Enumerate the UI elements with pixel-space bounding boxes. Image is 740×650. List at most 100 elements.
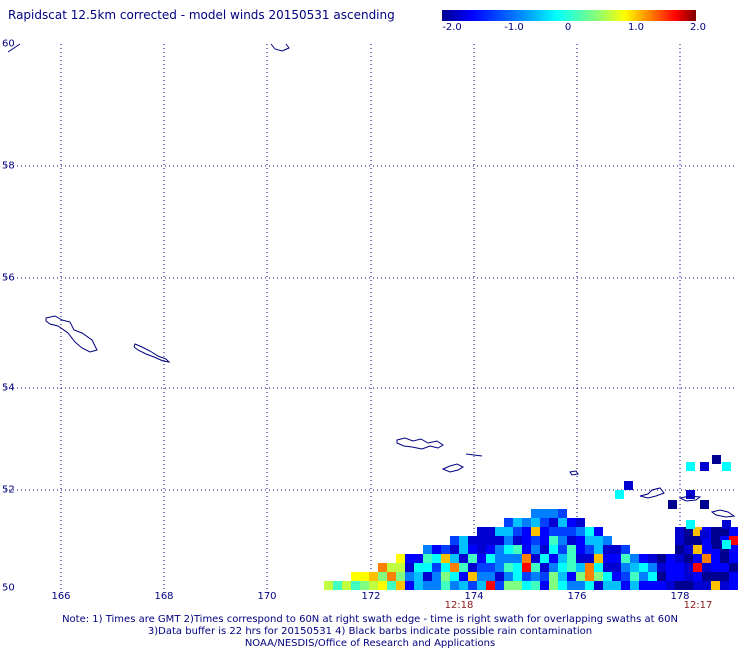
swath-cell (387, 563, 396, 572)
swath-cell (414, 572, 423, 581)
swath-cell (558, 572, 567, 581)
swath-cell (720, 554, 729, 563)
swath-cell (513, 518, 522, 527)
swath-cell (567, 536, 576, 545)
footer-note-line2: 3)Data buffer is 22 hrs for 20150531 4) … (147, 626, 593, 637)
swath-cell (639, 572, 648, 581)
swath-cell (351, 572, 360, 581)
swath-cell (567, 527, 576, 536)
swath-cell (720, 527, 729, 536)
swath-cell (459, 563, 468, 572)
lat-tick: 54 (2, 382, 15, 394)
colorbar-label: -1.0 (504, 22, 524, 33)
swath-cell (549, 518, 558, 527)
swath-cell (504, 518, 513, 527)
colorbar-label-zero: 0 (564, 22, 572, 33)
swath-cell (378, 572, 387, 581)
swath-cell (603, 545, 612, 554)
swath-cell (639, 563, 648, 572)
swath-cell (486, 572, 495, 581)
swath-cell (648, 563, 657, 572)
swath-cell (720, 581, 729, 590)
swath-cell (504, 545, 513, 554)
swath-cell (711, 563, 720, 572)
swath-cell (576, 581, 585, 590)
colorbar (442, 10, 696, 21)
swath-cell (594, 545, 603, 554)
swath-cell (432, 572, 441, 581)
swath-cell (711, 554, 720, 563)
swath-cell (693, 527, 702, 536)
swath-cell (666, 581, 675, 590)
swath-cell (450, 572, 459, 581)
swath-cell (712, 540, 721, 549)
swath-cell (675, 545, 684, 554)
swath-cell (540, 554, 549, 563)
swath-cell (684, 545, 693, 554)
swath-cell (558, 563, 567, 572)
swath-cell (468, 554, 477, 563)
coastline (441, 463, 465, 473)
swath-cell (513, 527, 522, 536)
swath-cell (468, 581, 477, 590)
swath-cell (450, 554, 459, 563)
swath-cell (387, 572, 396, 581)
swath-cell (585, 545, 594, 554)
swath-cell (648, 572, 657, 581)
swath-cell (414, 563, 423, 572)
swath-cell (441, 545, 450, 554)
swath-cell (576, 518, 585, 527)
colorbar-label-max: 2.0 (690, 22, 706, 33)
swath-cell (594, 581, 603, 590)
swath-cell (432, 563, 441, 572)
swath-cell (351, 581, 360, 590)
coastline (7, 43, 21, 53)
swath-cell (477, 563, 486, 572)
swath-cell (378, 581, 387, 590)
swath-cell (603, 554, 612, 563)
coastline (133, 343, 171, 363)
swath-cell (567, 518, 576, 527)
swath-cell (522, 581, 531, 590)
coastlines (7, 43, 736, 518)
swath-cell (576, 536, 585, 545)
swath-cell (615, 490, 624, 499)
swath-cell (630, 581, 639, 590)
swath-cell (621, 572, 630, 581)
swath-cell (603, 572, 612, 581)
lon-tick: 174 (464, 591, 484, 602)
swath-cell (531, 545, 540, 554)
swath-cell (486, 554, 495, 563)
swath-cell (594, 554, 603, 563)
swath-cell (540, 509, 549, 518)
swath-cell (576, 527, 585, 536)
coastline (45, 315, 98, 353)
swath-cell (612, 563, 621, 572)
lon-tick: 176 (567, 591, 587, 602)
swath-cell (522, 563, 531, 572)
coastline (465, 453, 483, 457)
swath-cell (468, 563, 477, 572)
swath-cell (657, 572, 666, 581)
swath-cell (504, 572, 513, 581)
swath-cell (700, 530, 709, 539)
swath-cell (624, 481, 633, 490)
swath-cell (549, 563, 558, 572)
swath-cell (495, 581, 504, 590)
swath-cell (324, 581, 333, 590)
swath-cell (702, 545, 711, 554)
swath-cell (531, 536, 540, 545)
swath-cell (423, 581, 432, 590)
swath-cell (675, 527, 684, 536)
swath-cell (513, 545, 522, 554)
coastline (569, 470, 579, 476)
swath-cell (558, 581, 567, 590)
swath-cell (594, 563, 603, 572)
swath-cell (504, 581, 513, 590)
swath-cell (522, 536, 531, 545)
swath-cell (477, 536, 486, 545)
swath-cell (513, 572, 522, 581)
swath-cell (360, 572, 369, 581)
swath-cell (657, 554, 666, 563)
swath-cell (666, 554, 675, 563)
